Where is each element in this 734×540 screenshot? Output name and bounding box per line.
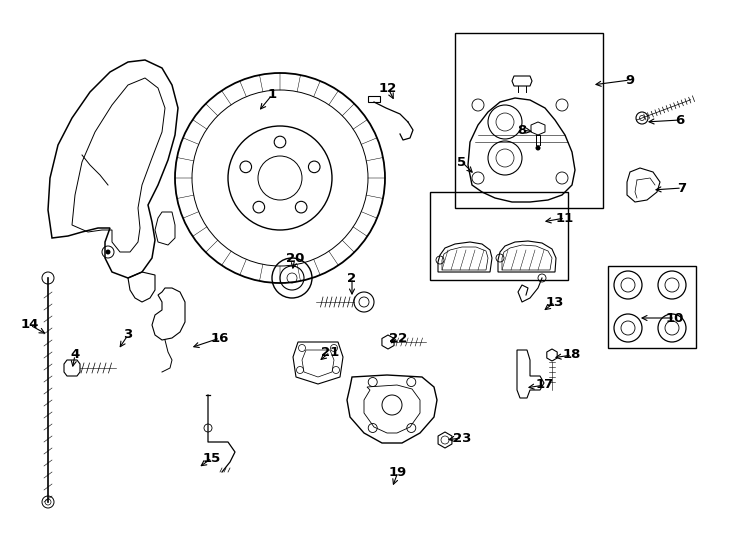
Text: 9: 9 bbox=[625, 73, 635, 86]
Text: 19: 19 bbox=[389, 465, 407, 478]
Text: 11: 11 bbox=[556, 212, 574, 225]
Text: 15: 15 bbox=[203, 451, 221, 464]
Text: 5: 5 bbox=[457, 156, 467, 168]
Text: 13: 13 bbox=[546, 295, 564, 308]
Text: 2: 2 bbox=[347, 272, 357, 285]
Text: 10: 10 bbox=[666, 312, 684, 325]
Bar bbox=[455, 33, 603, 208]
Bar bbox=[608, 266, 696, 348]
Text: 22: 22 bbox=[389, 332, 407, 345]
Text: 20: 20 bbox=[286, 252, 304, 265]
Text: 8: 8 bbox=[517, 124, 526, 137]
Text: 21: 21 bbox=[321, 346, 339, 359]
Text: 4: 4 bbox=[70, 348, 79, 361]
Circle shape bbox=[536, 145, 540, 151]
Text: 6: 6 bbox=[675, 113, 685, 126]
Bar bbox=[430, 192, 568, 280]
Text: 12: 12 bbox=[379, 82, 397, 94]
Text: 14: 14 bbox=[21, 319, 39, 332]
Text: 23: 23 bbox=[453, 431, 471, 444]
Circle shape bbox=[106, 249, 111, 254]
Text: 18: 18 bbox=[563, 348, 581, 361]
Text: 16: 16 bbox=[211, 332, 229, 345]
Text: 3: 3 bbox=[123, 328, 133, 341]
Text: 1: 1 bbox=[267, 89, 277, 102]
Text: 17: 17 bbox=[536, 379, 554, 392]
Text: 7: 7 bbox=[677, 181, 686, 194]
